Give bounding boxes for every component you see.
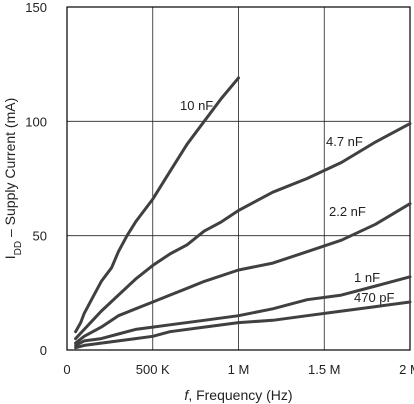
x-tick-label: 500 K [136,362,170,377]
y-axis-title-symbol: I [2,255,18,259]
y-axis-title-text: – Supply Current (mA) [2,98,18,241]
series-line [74,275,412,347]
series-label: 470 pF [354,290,395,305]
y-tick-label: 50 [33,229,47,244]
x-tick-label: 2 M [399,362,414,377]
tick-labels: 0 500 K 1 M 1.5 M 2 M 0 50 100 150 [25,0,414,377]
y-tick-label: 150 [25,0,47,15]
series-line [74,122,412,341]
y-axis-title: IDD – Supply Current (mA) [2,98,24,260]
x-axis-title: f, Frequency (Hz) [184,387,292,403]
series-line [74,300,412,350]
series-labels: 10 nF 4.7 nF 2.2 nF 1 nF 470 pF [180,98,395,305]
x-axis-title-symbol: f [184,387,190,403]
series-line [74,202,412,345]
x-tick-label: 1.5 M [308,362,341,377]
x-tick-label: 1 M [228,362,250,377]
series-label: 2.2 nF [329,204,366,219]
series-label: 10 nF [180,98,213,113]
y-tick-label: 0 [40,343,47,358]
y-axis-title-subscript: DD [13,241,24,255]
y-tick-label: 100 [25,114,47,129]
plot-frame [66,6,411,351]
series-label: 1 nF [354,270,380,285]
x-tick-label: 0 [63,362,70,377]
series-lines [74,76,412,350]
series-line [74,76,240,334]
series-label: 4.7 nF [326,134,363,149]
x-axis-title-text: , Frequency (Hz) [188,387,292,403]
